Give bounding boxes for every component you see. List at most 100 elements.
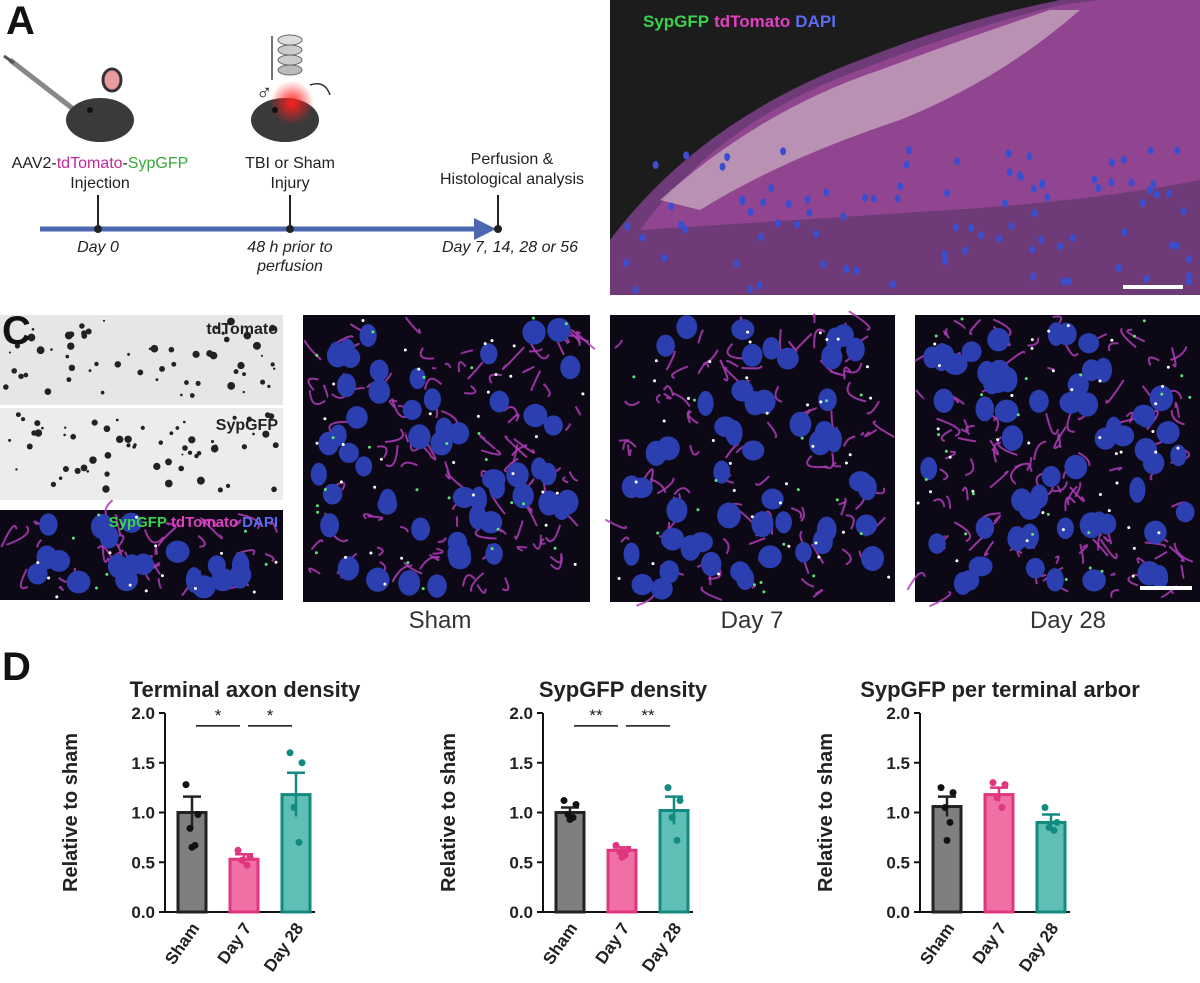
axon xyxy=(1052,481,1068,492)
stain xyxy=(175,426,180,430)
axon xyxy=(961,486,969,501)
nucleus xyxy=(894,194,901,203)
puncta xyxy=(916,501,920,505)
nucleus xyxy=(408,424,431,450)
stain xyxy=(164,479,173,488)
nucleus xyxy=(632,285,639,294)
axon xyxy=(1010,463,1023,485)
puncta xyxy=(494,372,498,376)
stain xyxy=(81,333,88,339)
axon xyxy=(649,478,667,494)
axon xyxy=(841,548,852,566)
axon xyxy=(157,526,178,547)
axon xyxy=(845,514,855,530)
stain xyxy=(8,438,12,442)
nucleus xyxy=(1039,181,1046,190)
nucleus xyxy=(752,389,776,414)
puncta xyxy=(428,412,432,416)
legend-entry: DAPI xyxy=(242,514,278,531)
stain xyxy=(169,431,174,436)
nucleus xyxy=(758,233,765,242)
stain xyxy=(178,465,185,472)
axon xyxy=(501,577,510,592)
puncta xyxy=(1157,531,1161,535)
stain xyxy=(196,451,202,456)
axon xyxy=(960,419,969,433)
stain xyxy=(18,373,24,380)
puncta xyxy=(316,510,320,514)
data-point xyxy=(1041,804,1049,812)
puncta xyxy=(996,438,1000,442)
legend-entry: SypGFP xyxy=(643,12,709,31)
axon xyxy=(437,537,447,544)
stain xyxy=(104,451,112,459)
puncta xyxy=(1114,452,1118,456)
stain xyxy=(242,390,245,394)
puncta xyxy=(1098,379,1102,383)
axon xyxy=(428,553,440,562)
stain xyxy=(168,346,175,353)
axon xyxy=(539,538,546,545)
nucleus xyxy=(1166,189,1173,198)
puncta xyxy=(656,531,660,535)
data-point xyxy=(624,845,632,853)
axon xyxy=(400,461,418,468)
nucleus xyxy=(1137,561,1162,586)
axon xyxy=(200,518,217,527)
axon xyxy=(307,377,319,391)
nucleus xyxy=(724,152,731,161)
puncta xyxy=(154,544,158,548)
axon xyxy=(1078,544,1089,555)
axon xyxy=(1077,451,1091,466)
nucleus xyxy=(758,545,782,569)
axon xyxy=(1180,564,1185,579)
stain xyxy=(267,384,271,389)
nucleus xyxy=(1146,186,1153,195)
y-tick-label: 1.0 xyxy=(509,804,533,823)
axon xyxy=(662,385,675,397)
nucleus xyxy=(1001,425,1024,451)
micrograph xyxy=(610,0,1200,295)
puncta xyxy=(71,536,75,540)
y-tick-label: 1.0 xyxy=(886,804,910,823)
stain xyxy=(225,483,231,489)
stain xyxy=(34,429,43,437)
puncta xyxy=(1115,481,1119,485)
puncta xyxy=(933,342,937,346)
endpoint-label: Perfusion & xyxy=(471,151,554,168)
y-tick-label: 2.0 xyxy=(509,704,533,723)
stain xyxy=(271,486,277,493)
axon xyxy=(513,438,536,454)
micrograph-set xyxy=(0,310,1200,608)
nucleus xyxy=(1186,272,1193,281)
stain xyxy=(159,366,165,372)
axon xyxy=(516,545,528,552)
injury-label: Injury xyxy=(270,175,309,192)
puncta xyxy=(323,487,327,491)
text-part: - xyxy=(123,155,128,172)
nucleus xyxy=(666,497,688,523)
puncta xyxy=(496,527,500,531)
axon xyxy=(1067,485,1078,506)
channel-label: SypGFP xyxy=(216,417,279,434)
y-tick-label: 1.0 xyxy=(131,804,155,823)
stain xyxy=(36,346,45,355)
nucleus xyxy=(452,486,476,508)
nucleus xyxy=(944,189,951,198)
nucleus xyxy=(310,462,327,486)
chart-title: SypGFP density xyxy=(539,677,708,702)
puncta xyxy=(711,438,715,442)
stain xyxy=(102,485,110,493)
stain xyxy=(23,372,29,378)
axon xyxy=(953,319,966,330)
axon xyxy=(1120,327,1137,349)
puncta xyxy=(1010,394,1014,398)
y-tick-label: 0.5 xyxy=(886,853,910,872)
axon xyxy=(1170,347,1177,368)
axon xyxy=(1079,543,1085,564)
nucleus xyxy=(379,488,397,515)
puncta xyxy=(1061,528,1065,532)
data-point xyxy=(295,838,303,846)
x-tick-label: Sham xyxy=(539,919,581,968)
